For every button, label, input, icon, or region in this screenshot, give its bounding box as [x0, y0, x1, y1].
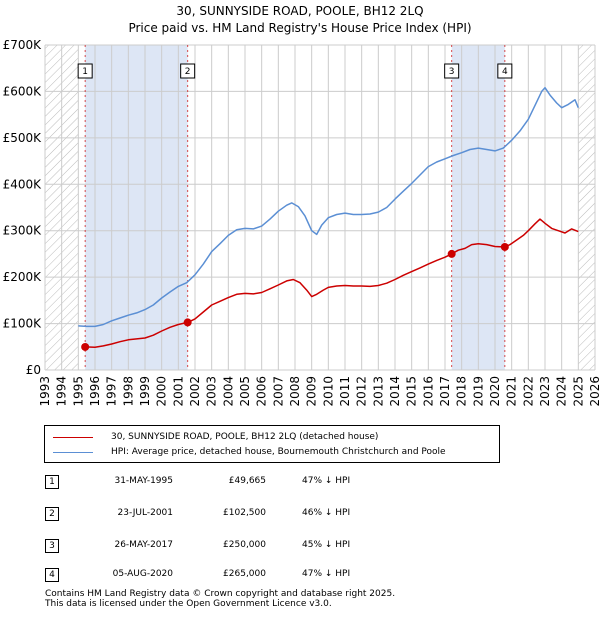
x-tick-label: 2006	[255, 376, 269, 407]
transaction-date: 26-MAY-2017	[114, 540, 173, 550]
x-tick-label: 2002	[188, 376, 202, 407]
sale-marker-box	[77, 63, 93, 79]
footer-licence: This data is licensed under the Open Gov…	[45, 599, 332, 609]
x-tick-label: 2005	[238, 376, 252, 407]
transaction-price: £102,500	[223, 508, 266, 518]
sale-marker-label: 1	[82, 67, 88, 77]
transaction-row: 3 26-MAY-2017 £250,000 45% ↓ HPI	[0, 539, 600, 557]
x-tick-label: 2024	[555, 376, 569, 407]
x-tick-label: 2013	[371, 376, 385, 407]
transaction-hpi-diff: 47% ↓ HPI	[302, 476, 351, 486]
transaction-price: £250,000	[223, 540, 266, 550]
transaction-row: 4 05-AUG-2020 £265,000 47% ↓ HPI	[0, 568, 600, 586]
chart-title-line2: Price paid vs. HM Land Registry's House …	[128, 21, 471, 35]
x-tick-label: 2022	[521, 376, 535, 407]
x-tick-label: 2011	[338, 376, 352, 407]
x-tick-label: 2015	[405, 376, 419, 407]
sale-point	[447, 249, 456, 258]
legend-swatch-hpi	[53, 451, 93, 453]
y-tick-label: £600K	[3, 84, 43, 98]
y-tick-label: £300K	[3, 224, 43, 238]
x-tick-label: 2017	[438, 376, 452, 407]
x-tick-label: 1996	[88, 376, 102, 407]
transaction-date: 23-JUL-2001	[117, 508, 173, 518]
transaction-price: £265,000	[223, 569, 266, 579]
transaction-date: 05-AUG-2020	[112, 569, 173, 579]
sale-marker-label: 2	[185, 67, 191, 77]
y-tick-label: £0	[26, 363, 41, 377]
x-tick-label: 1995	[71, 376, 85, 407]
x-tick-label: 2000	[155, 376, 169, 407]
chart-title-line1: 30, SUNNYSIDE ROAD, POOLE, BH12 2LQ	[176, 4, 423, 18]
hatched-area	[578, 45, 595, 370]
x-tick-label: 2010	[321, 376, 335, 407]
x-tick-label: 2003	[205, 376, 219, 407]
x-tick-label: 2012	[355, 376, 369, 407]
x-tick-label: 2020	[488, 376, 502, 407]
x-tick-label: 2008	[288, 376, 302, 407]
transaction-date: 31-MAY-1995	[114, 476, 173, 486]
x-tick-label: 2023	[538, 376, 552, 407]
x-tick-label: 2026	[588, 376, 600, 407]
price-paid-line	[85, 218, 579, 349]
y-tick-label: £500K	[3, 131, 43, 145]
legend-label-property: 30, SUNNYSIDE ROAD, POOLE, BH12 2LQ (det…	[111, 432, 379, 442]
x-tick-label: 2007	[271, 376, 285, 407]
x-tick-label: 2019	[471, 376, 485, 407]
sale-marker-box	[497, 63, 513, 79]
footer-copyright: Contains HM Land Registry data © Crown c…	[45, 589, 396, 599]
x-tick-label: 1999	[138, 376, 152, 407]
x-tick-label: 2001	[171, 376, 185, 407]
y-tick-label: £100K	[3, 317, 43, 331]
x-tick-label: 2016	[421, 376, 435, 407]
x-tick-label: 2004	[221, 376, 235, 407]
transaction-number: 1	[45, 475, 59, 489]
sale-marker-box	[180, 63, 196, 79]
transaction-row: 1 31-MAY-1995 £49,665 47% ↓ HPI	[0, 475, 600, 493]
x-tick-label: 2021	[505, 376, 519, 407]
transaction-number: 2	[45, 507, 59, 521]
legend-item-hpi: HPI: Average price, detached house, Bour…	[53, 445, 446, 459]
x-tick-label: 1993	[38, 376, 52, 407]
transaction-hpi-diff: 46% ↓ HPI	[302, 508, 351, 518]
sale-point	[81, 342, 90, 351]
transaction-number: 3	[45, 539, 59, 553]
price-chart: 30, SUNNYSIDE ROAD, POOLE, BH12 2LQ Pric…	[3, 4, 600, 407]
legend-swatch-property	[53, 436, 93, 438]
y-tick-label: £200K	[3, 270, 43, 284]
sale-marker-label: 4	[502, 67, 508, 77]
transaction-number: 4	[45, 568, 59, 582]
y-tick-label: £400K	[3, 177, 43, 191]
sale-marker-box	[444, 63, 460, 79]
legend-label-hpi: HPI: Average price, detached house, Bour…	[111, 447, 446, 457]
sale-point	[500, 242, 509, 251]
x-tick-label: 1997	[105, 376, 119, 407]
chart-legend: 30, SUNNYSIDE ROAD, POOLE, BH12 2LQ (det…	[44, 425, 500, 463]
x-tick-label: 2009	[305, 376, 319, 407]
x-tick-label: 1998	[121, 376, 135, 407]
y-tick-label: £700K	[3, 38, 43, 52]
shaded-period	[85, 45, 188, 370]
transaction-hpi-diff: 45% ↓ HPI	[302, 540, 351, 550]
transaction-row: 2 23-JUL-2001 £102,500 46% ↓ HPI	[0, 507, 600, 525]
transaction-price: £49,665	[228, 476, 266, 486]
x-tick-label: 2018	[455, 376, 469, 407]
footer: Contains HM Land Registry data © Crown c…	[45, 589, 395, 609]
sale-marker-label: 3	[449, 67, 455, 77]
x-tick-label: 1994	[55, 376, 69, 407]
legend-item-property: 30, SUNNYSIDE ROAD, POOLE, BH12 2LQ (det…	[53, 430, 378, 444]
hpi-line	[78, 86, 579, 328]
transaction-hpi-diff: 47% ↓ HPI	[302, 569, 351, 579]
sale-point	[183, 318, 192, 327]
x-tick-label: 2014	[388, 376, 402, 407]
x-tick-label: 2025	[571, 376, 585, 407]
